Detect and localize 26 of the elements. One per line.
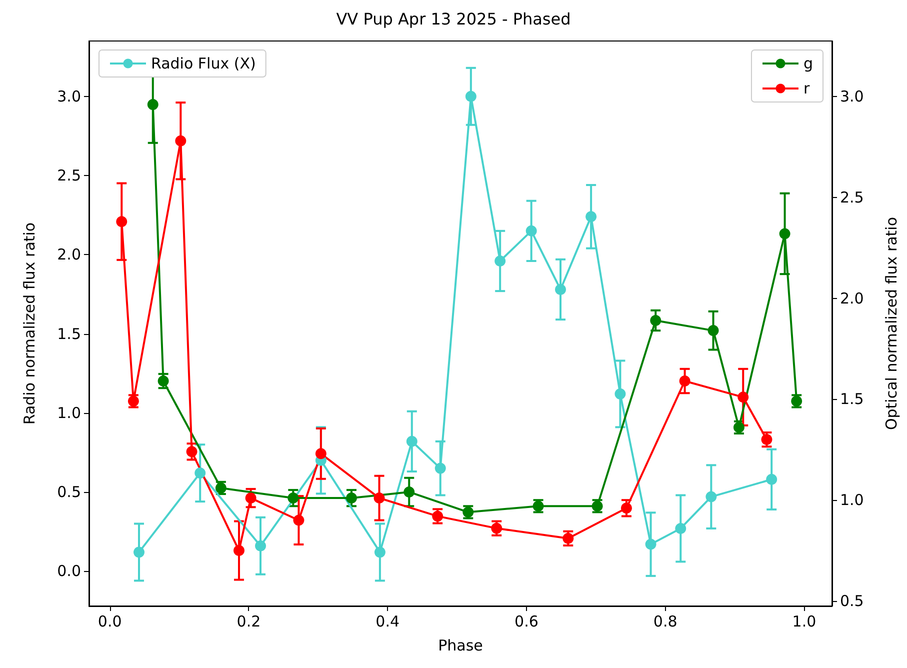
y-tick-label: 1.5 bbox=[57, 324, 81, 343]
legend-label: r bbox=[803, 80, 810, 98]
legend-label: Radio Flux (X) bbox=[151, 54, 256, 72]
legend-label: g bbox=[803, 54, 814, 72]
y-tick-label: 2.5 bbox=[57, 166, 81, 185]
x-tick-label: 0.8 bbox=[653, 612, 678, 630]
y2-tick-label: 3.0 bbox=[840, 87, 864, 106]
y-tick-label: 3.0 bbox=[57, 87, 81, 106]
y2-tick-label: 2.5 bbox=[840, 188, 864, 206]
y2-axis-title: Optical normalized flux ratio bbox=[882, 216, 900, 430]
y-tick-label: 0.0 bbox=[57, 562, 81, 580]
x-tick-label: 0.6 bbox=[514, 612, 538, 630]
x-tick-label: 0.2 bbox=[236, 612, 261, 630]
y-axis-title: Radio normalized flux ratio bbox=[20, 222, 38, 425]
y-tick-label: 2.0 bbox=[57, 246, 81, 264]
x-tick-label: 1.0 bbox=[792, 612, 816, 630]
y-tick-label: 0.5 bbox=[57, 483, 81, 502]
chart-title: VV Pup Apr 13 2025 - Phased bbox=[336, 10, 571, 28]
y2-tick-label: 1.5 bbox=[840, 390, 864, 408]
y-tick-label: 1.0 bbox=[57, 404, 81, 422]
x-tick-label: 0.4 bbox=[376, 612, 400, 630]
y2-tick-label: 0.5 bbox=[840, 592, 864, 610]
x-axis-title: Phase bbox=[438, 636, 483, 654]
y2-tick-label: 2.0 bbox=[840, 289, 864, 308]
y2-tick-label: 1.0 bbox=[840, 491, 864, 510]
x-tick-label: 0.0 bbox=[98, 612, 122, 630]
